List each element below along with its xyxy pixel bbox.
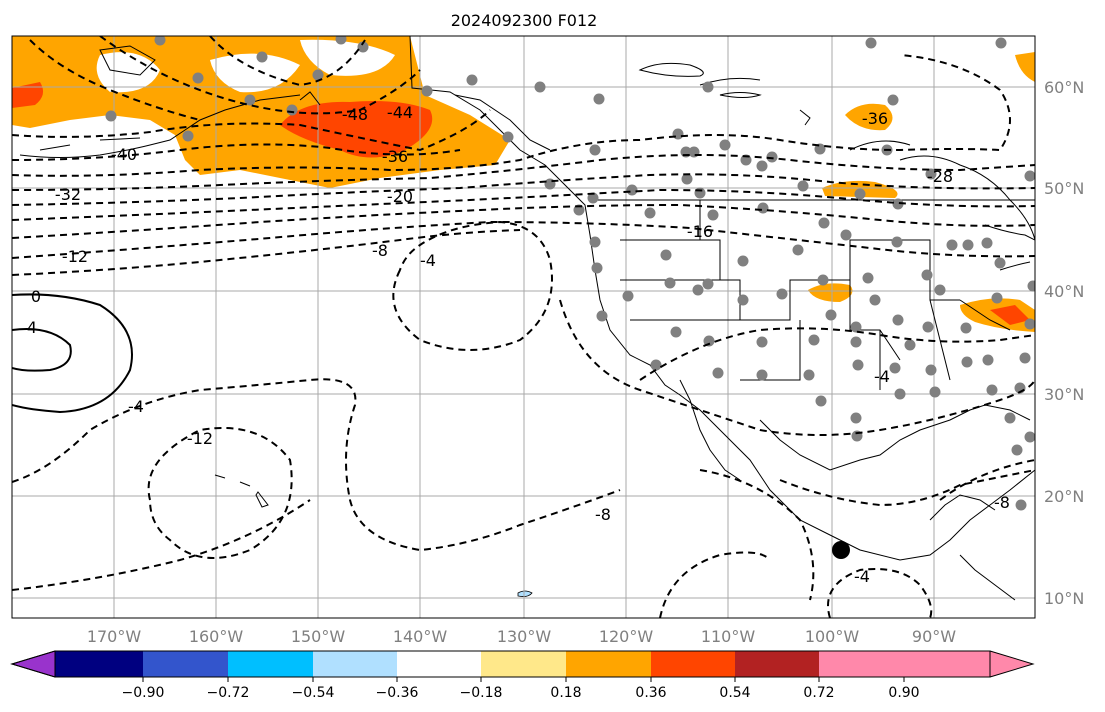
longitude-axis: 170°W 160°W 150°W 140°W 130°W 120°W 110°…: [87, 627, 956, 646]
contour-label: -32: [55, 185, 81, 204]
contour-label: -44: [387, 103, 413, 122]
colorbar-tick-label: 0.36: [635, 685, 666, 701]
storm-center-marker: [832, 541, 850, 559]
longitude-label: 130°W: [497, 627, 552, 646]
colorbar: −0.90 −0.72 −0.54 −0.36 −0.18 0.18 0.36 …: [10, 650, 1035, 701]
contour-label: -36: [862, 109, 888, 128]
map-panel: -48 -44 -40 -36 -32 -28 -36 -20 -16 -12 …: [12, 36, 1035, 618]
colorbar-tick-label: −0.54: [292, 685, 335, 701]
colorbar-segment: [313, 651, 397, 677]
colorbar-segment: [651, 651, 735, 677]
contour-label: -40: [111, 145, 137, 164]
longitude-label: 90°W: [912, 627, 956, 646]
contour-label: -8: [372, 241, 388, 260]
coastlines: [19, 36, 1035, 601]
longitude-label: 160°W: [189, 627, 244, 646]
contour-label: -20: [387, 187, 413, 206]
latitude-axis: 60°N 50°N 40°N 30°N 20°N 10°N: [1044, 78, 1084, 608]
latitude-label: 30°N: [1044, 385, 1084, 404]
contour-label: -12: [62, 247, 88, 266]
contour-label: -8: [994, 493, 1010, 512]
latitude-label: 50°N: [1044, 179, 1084, 198]
negative-contours: [12, 36, 1035, 618]
contour-label: -48: [342, 105, 368, 124]
colorbar-segment: [143, 651, 228, 677]
colorbar-tick-label: 0.90: [888, 685, 919, 701]
colorbar-tick-label: −0.18: [460, 685, 503, 701]
positive-contours: [12, 293, 133, 414]
contour-label: -16: [687, 222, 713, 241]
contour-label: -4: [854, 567, 870, 586]
colorbar-segment: [55, 651, 143, 677]
longitude-label: 100°W: [805, 627, 860, 646]
longitude-label: 140°W: [393, 627, 448, 646]
longitude-label: 170°W: [87, 627, 142, 646]
contour-label: -4: [128, 397, 144, 416]
longitude-label: 110°W: [701, 627, 756, 646]
contour-labels: -48 -44 -40 -36 -32 -28 -36 -20 -16 -12 …: [27, 103, 1010, 586]
latitude-label: 20°N: [1044, 487, 1084, 506]
contour-label: -36: [382, 147, 408, 166]
colorbar-tick-label: 0.72: [803, 685, 834, 701]
colorbar-segment: [228, 651, 313, 677]
map-frame: [11, 35, 1036, 619]
longitude-label: 150°W: [291, 627, 346, 646]
contour-label: -4: [420, 251, 436, 270]
colorbar-tick-label: 0.18: [550, 685, 581, 701]
contour-label: 0: [31, 287, 41, 306]
colorbar-segment: [566, 651, 651, 677]
colorbar-tick-label: −0.36: [376, 685, 419, 701]
contour-label: -4: [874, 367, 890, 386]
latitude-label: 60°N: [1044, 78, 1084, 97]
contour-label: -28: [927, 167, 953, 186]
contour-label: 4: [27, 318, 37, 337]
longitude-label: 120°W: [599, 627, 654, 646]
colorbar-extend-high: [904, 651, 1033, 677]
contour-label: -8: [595, 505, 611, 524]
latitude-label: 10°N: [1044, 589, 1084, 608]
contour-label: -12: [187, 429, 213, 448]
colorbar-segment: [819, 651, 904, 677]
colorbar-segment: [397, 651, 481, 677]
colorbar-tick-label: −0.90: [122, 685, 165, 701]
map-title: 2024092300 F012: [451, 11, 598, 30]
colorbar-segment: [735, 651, 819, 677]
colorbar-tick-label: −0.72: [207, 685, 250, 701]
colorbar-tick-label: 0.54: [719, 685, 750, 701]
latitude-label: 40°N: [1044, 282, 1084, 301]
colorbar-segment: [481, 651, 566, 677]
colorbar-extend-low: [10, 650, 56, 678]
